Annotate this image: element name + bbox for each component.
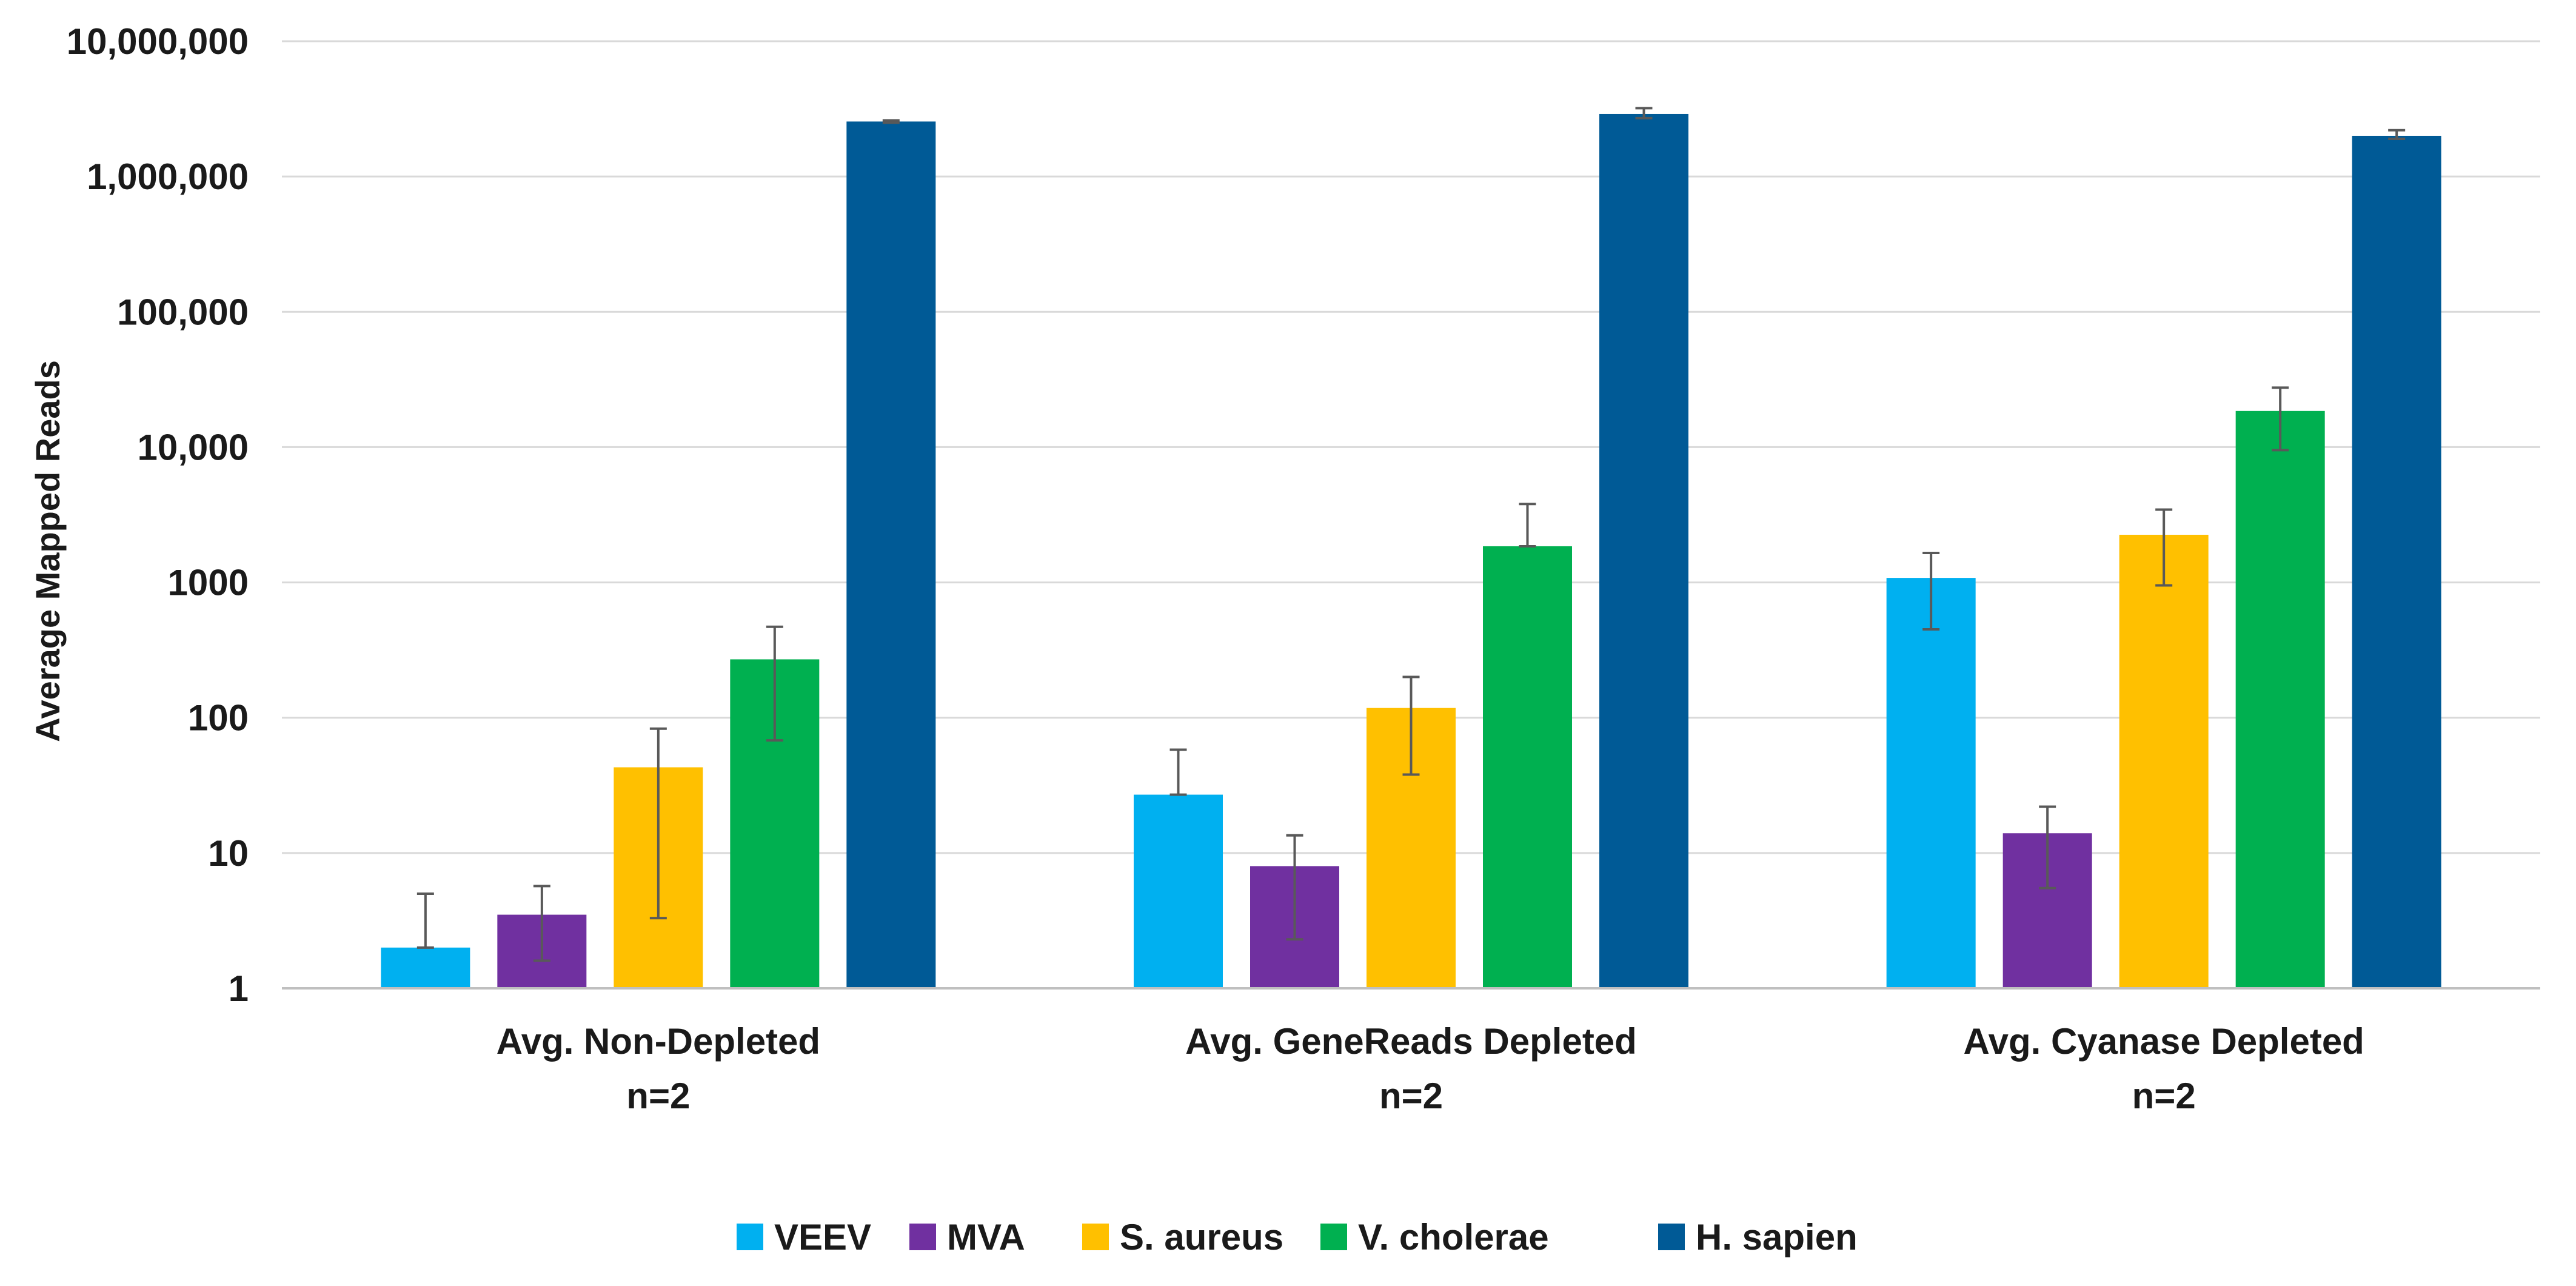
- y-axis-ticks: 1 10 100 1000 10,000 100,000 1,000,000 10,000,0…: [67, 21, 249, 1009]
- x-category-label: Avg. Non-Depleted: [497, 1021, 820, 1062]
- x-category-label: Avg. GeneReads Depleted: [1185, 1021, 1637, 1062]
- bar: [1483, 546, 1572, 988]
- gridlines: [282, 40, 2540, 854]
- legend-label: MVA: [947, 1217, 1025, 1258]
- legend-swatch: [909, 1224, 936, 1250]
- y-tick-label: 1000: [168, 563, 249, 603]
- x-category-sublabel: n=2: [2132, 1076, 2196, 1116]
- legend-swatch: [737, 1224, 763, 1250]
- bar: [1134, 794, 1223, 988]
- y-tick-label: 10,000: [137, 427, 249, 467]
- bar: [846, 121, 936, 989]
- legend-swatch: [1082, 1224, 1109, 1250]
- y-tick-label: 1: [229, 968, 249, 1009]
- legend-swatch: [1658, 1224, 1685, 1250]
- legend-label: V. cholerae: [1358, 1217, 1549, 1258]
- bar: [2235, 410, 2325, 988]
- y-tick-label: 10: [208, 833, 249, 874]
- bar: [381, 947, 470, 988]
- bar: [2119, 534, 2209, 988]
- y-tick-label: 100,000: [117, 292, 249, 332]
- x-category-sublabel: n=2: [626, 1076, 690, 1116]
- x-category-label: Avg. Cyanase Depleted: [1963, 1021, 2364, 1062]
- legend-label: H. sapien: [1696, 1217, 1858, 1258]
- y-axis-label: Average Mapped Reads: [28, 360, 67, 742]
- y-tick-label: 100: [188, 698, 249, 738]
- x-category-sublabel: n=2: [1379, 1076, 1443, 1116]
- legend: VEEV MVA S. aureus V. cholerae H. sapien: [737, 1217, 1858, 1258]
- y-tick-label: 1,000,000: [87, 156, 249, 197]
- legend-label: VEEV: [774, 1217, 871, 1258]
- bar: [1886, 578, 1976, 988]
- legend-label: S. aureus: [1120, 1217, 1283, 1258]
- y-tick-label: 10,000,000: [67, 21, 249, 62]
- error-bars: [417, 107, 2406, 962]
- bar: [1599, 113, 1688, 989]
- legend-swatch: [1320, 1224, 1347, 1250]
- bar: [2352, 135, 2441, 988]
- bars: [381, 113, 2441, 989]
- x-axis-categories: Avg. Non-Depleted n=2 Avg. GeneReads Deple…: [497, 1021, 2364, 1116]
